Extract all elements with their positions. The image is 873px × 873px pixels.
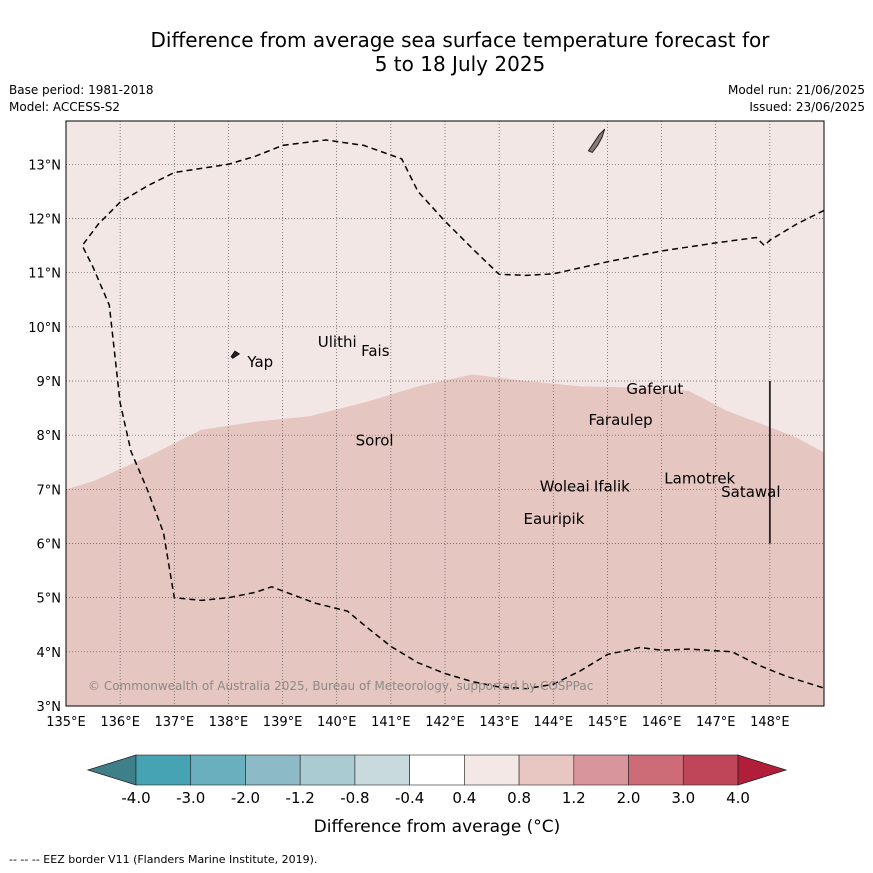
place-label: Fais xyxy=(361,342,390,360)
colorbar-tick: -0.4 xyxy=(395,789,424,807)
eez-legend-note: -- -- -- EEZ border V11 (Flanders Marine… xyxy=(9,853,318,866)
colorbar-cell xyxy=(354,754,410,786)
colorbar-tick: -3.0 xyxy=(176,789,205,807)
latitude-tick-labels: 3°N 4°N 5°N 6°N 7°N 8°N 9°N 10°N 11°N 12°N 13°N xyxy=(28,158,61,715)
colorbar-extend-low xyxy=(86,754,137,786)
longitude-tick: 142°E xyxy=(425,715,465,730)
graticule xyxy=(66,121,824,706)
colorbar-tick: 2.0 xyxy=(617,789,641,807)
colorbar-cell xyxy=(573,754,629,786)
place-label: Faraulep xyxy=(588,411,652,429)
longitude-tick: 143°E xyxy=(479,715,519,730)
longitude-tick: 148°E xyxy=(750,715,790,730)
yap-landmass xyxy=(230,350,241,359)
colorbar-extend-high xyxy=(737,754,788,786)
place-label: Sorol xyxy=(356,432,394,450)
colorbar-cell xyxy=(518,754,575,786)
colorbar-tick: 1.2 xyxy=(562,789,586,807)
place-label: Woleai xyxy=(540,478,590,496)
longitude-tick: 141°E xyxy=(371,715,411,730)
latitude-tick: 6°N xyxy=(37,538,62,553)
map-border xyxy=(65,120,825,707)
colorbar-tick: 0.4 xyxy=(452,789,476,807)
latitude-tick: 3°N xyxy=(37,700,62,715)
title-line-2: 5 to 18 July 2025 xyxy=(374,52,546,76)
latitude-tick: 8°N xyxy=(37,429,62,444)
longitude-tick: 144°E xyxy=(534,715,574,730)
model-label: Model: ACCESS-S2 xyxy=(9,100,121,114)
latitude-tick: 10°N xyxy=(28,321,61,336)
colorbar-cell xyxy=(409,754,465,786)
place-label: Eauripik xyxy=(524,510,585,528)
title-line-1: Difference from average sea surface temp… xyxy=(150,28,770,52)
colorbar-tick: -2.0 xyxy=(231,789,260,807)
place-label: Lamotrek xyxy=(664,470,735,488)
latitude-tick: 4°N xyxy=(37,646,62,661)
longitude-tick: 147°E xyxy=(696,715,736,730)
meta-left: Base period: 1981-2018 Model: ACCESS-S2 xyxy=(9,82,154,116)
place-label: Ulithi xyxy=(318,333,357,351)
colorbar-cell xyxy=(464,754,520,786)
latitude-tick: 7°N xyxy=(37,483,62,498)
longitude-tick: 146°E xyxy=(642,715,682,730)
latitude-tick: 5°N xyxy=(37,592,62,607)
colorbar-tick: -4.0 xyxy=(121,789,150,807)
colorbar-tick: -1.2 xyxy=(286,789,315,807)
colorbar-cell xyxy=(299,754,356,786)
latitude-tick: 13°N xyxy=(28,158,61,173)
model-run-label: Model run: 21/06/2025 xyxy=(727,83,865,97)
latitude-tick: 12°N xyxy=(28,213,61,228)
colorbar-cell xyxy=(245,754,301,786)
colorbar-tick: -0.8 xyxy=(340,789,369,807)
longitude-tick: 136°E xyxy=(100,715,140,730)
base-period-label: Base period: 1981-2018 xyxy=(9,83,154,97)
colorbar xyxy=(86,754,788,786)
longitude-tick: 135°E xyxy=(46,715,86,730)
place-label: Gaferut xyxy=(626,380,683,398)
place-label: Satawal xyxy=(721,483,780,501)
issued-label: Issued: 23/06/2025 xyxy=(749,100,865,114)
place-label: Ifalik xyxy=(594,478,630,496)
colorbar-cell xyxy=(135,754,192,786)
colorbar-cell xyxy=(628,754,684,786)
longitude-tick: 137°E xyxy=(155,715,195,730)
colorbar-cell xyxy=(682,754,739,786)
colorbar-tick: 0.8 xyxy=(507,789,531,807)
guam-landmass xyxy=(587,128,606,154)
colorbar-cell xyxy=(190,754,246,786)
eez-border xyxy=(81,139,825,690)
longitude-tick: 139°E xyxy=(263,715,303,730)
anomaly-band-08-12 xyxy=(66,374,824,706)
longitude-tick: 138°E xyxy=(209,715,249,730)
colorbar-tick: 3.0 xyxy=(671,789,695,807)
latitude-tick: 11°N xyxy=(28,267,61,282)
place-label: Yap xyxy=(246,353,273,371)
longitude-tick: 145°E xyxy=(588,715,628,730)
chart-title: Difference from average sea surface temp… xyxy=(0,28,873,76)
colorbar-label: Difference from average (°C) xyxy=(314,817,561,837)
meta-right: Model run: 21/06/2025 Issued: 23/06/2025 xyxy=(728,82,865,116)
colorbar-tick-labels: -4.0 -3.0 -2.0 -1.2 -0.8 -0.4 0.4 0.8 1.2 2.0 3.0 4… xyxy=(121,789,750,807)
longitude-tick: 140°E xyxy=(317,715,357,730)
colorbar-tick: 4.0 xyxy=(726,789,750,807)
longitude-tick-labels: 135°E 136°E 137°E 138°E 139°E 140°E 141°E 142°E… xyxy=(46,715,789,730)
latitude-tick: 9°N xyxy=(37,375,62,390)
copyright-notice: © Commonwealth of Australia 2025, Bureau… xyxy=(88,679,593,693)
